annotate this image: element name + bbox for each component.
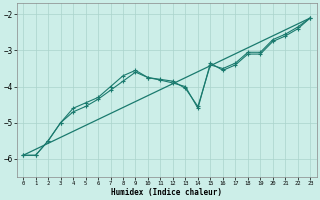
X-axis label: Humidex (Indice chaleur): Humidex (Indice chaleur)	[111, 188, 222, 197]
